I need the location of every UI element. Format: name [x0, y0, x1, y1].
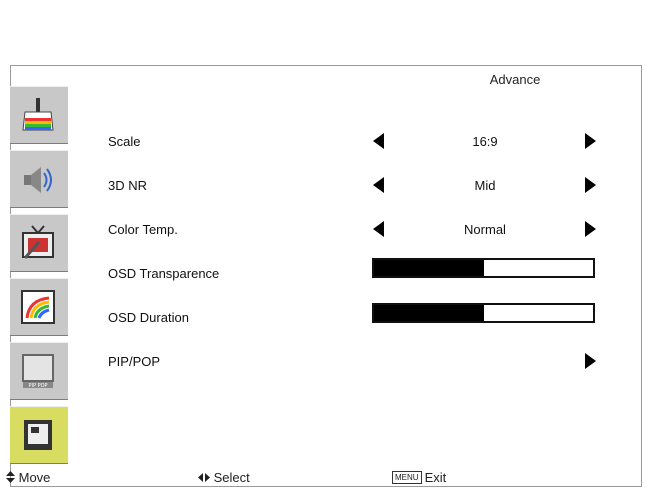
osd-transparence-slider[interactable]	[372, 258, 595, 278]
color-temp-right-arrow-icon[interactable]	[585, 221, 596, 237]
sidebar-item-color[interactable]	[10, 278, 68, 336]
audio-icon	[24, 167, 52, 193]
advance-icon	[24, 420, 52, 450]
3d-nr-left-arrow-icon[interactable]	[373, 177, 384, 193]
pip-pop-label: PIP/POP	[108, 354, 161, 369]
osd-transparence-slider-fill	[374, 260, 484, 276]
color-temp-label: Color Temp.	[108, 222, 178, 237]
footer-hints: Move Select MENU Exit	[0, 466, 646, 489]
pip-pop-icon: PIP POP	[22, 354, 54, 389]
osd-duration-slider[interactable]	[372, 303, 595, 323]
pip-pop-icon-text: PIP POP	[28, 383, 47, 389]
tv-setup-icon	[22, 225, 54, 259]
color-icon	[21, 290, 55, 324]
3d-nr-value: Mid	[474, 178, 496, 193]
footer-exit-label: Exit	[424, 470, 447, 485]
sidebar-item-audio[interactable]	[10, 150, 68, 208]
footer-select-hint: Select	[198, 470, 250, 485]
sidebar-item-pip-pop[interactable]: PIP POP	[10, 342, 68, 400]
menu-key-icon: MENU	[392, 471, 422, 484]
scale-value: 16:9	[472, 134, 498, 149]
section-title: Advance	[489, 72, 541, 87]
scale-left-arrow-icon[interactable]	[373, 133, 384, 149]
sidebar-item-picture[interactable]	[10, 86, 68, 144]
sidebar-item-tv-setup[interactable]	[10, 214, 68, 272]
osd-duration-slider-fill	[374, 305, 484, 321]
left-right-arrows-icon	[198, 473, 210, 482]
picture-icon	[22, 98, 54, 131]
scale-right-arrow-icon[interactable]	[585, 133, 596, 149]
osd-duration-label: OSD Duration	[108, 310, 189, 325]
3d-nr-right-arrow-icon[interactable]	[585, 177, 596, 193]
3d-nr-label: 3D NR	[108, 178, 148, 193]
footer-move-hint: Move	[6, 470, 50, 485]
osd-transparence-label: OSD Transparence	[108, 266, 220, 281]
scale-label: Scale	[108, 134, 141, 149]
footer-move-label: Move	[18, 470, 51, 485]
color-temp-value: Normal	[464, 222, 506, 237]
header-panel	[10, 10, 642, 66]
sidebar: PIP POP	[10, 86, 68, 466]
sidebar-item-advance[interactable]	[10, 406, 68, 464]
up-down-arrows-icon	[6, 471, 15, 483]
footer-exit-hint: MENU Exit	[392, 470, 446, 485]
pip-pop-right-arrow-icon[interactable]	[585, 353, 596, 369]
footer-select-label: Select	[213, 470, 250, 485]
color-temp-left-arrow-icon[interactable]	[373, 221, 384, 237]
